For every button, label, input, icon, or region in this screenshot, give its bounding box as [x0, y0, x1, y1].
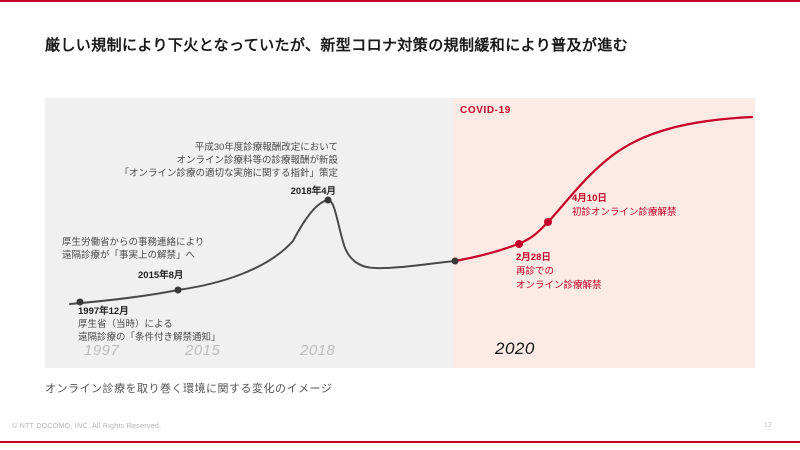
curve-covid-segment	[453, 115, 754, 263]
covid-region-label: COVID-19	[460, 105, 511, 116]
event-0228-line: 再診での	[516, 266, 555, 277]
event-2018-line: 平成30年度診療報酬改定において	[194, 142, 338, 153]
event-0228-annotation: 2月28日 再診での オンライン診療解禁	[516, 251, 602, 293]
curve-precovid-segment	[69, 199, 456, 305]
event-dot-0410	[544, 218, 552, 226]
curve-transition-dot	[451, 257, 459, 265]
event-0410-annotation: 4月10日 初診オンライン診療解禁	[572, 192, 677, 220]
x-tick-1997: 1997	[84, 342, 120, 359]
chart-region-covid	[453, 98, 755, 368]
page-number: 12	[764, 422, 772, 429]
bottom-accent-bar	[0, 441, 800, 443]
top-accent-bar	[0, 0, 800, 2]
chart-region-precovid	[45, 98, 453, 368]
event-1997-annotation: 1997年12月 厚生省（当時）による 遠隔診療の「条件付き解禁通知」	[78, 305, 221, 344]
event-0228-line: オンライン診療解禁	[516, 280, 602, 291]
event-2015-date: 2015年8月	[138, 270, 184, 281]
timeline-curve	[69, 115, 754, 306]
chart-caption: オンライン診療を取り巻く環境に関する変化のイメージ	[45, 383, 333, 395]
event-2015-line: 遠隔診療が「事実上の解禁」へ	[62, 250, 196, 261]
event-dot-0228	[515, 240, 523, 248]
event-0410-date: 4月10日	[572, 193, 607, 204]
event-2018-line: オンライン診療料等の診療報酬が新設	[176, 155, 338, 166]
event-2018-annotation: 平成30年度診療報酬改定において オンライン診療料等の診療報酬が新設 「オンライ…	[95, 141, 338, 198]
event-dot-2018	[324, 196, 332, 204]
footer-copyright: © NTT DOCOMO, INC. All Rights Reserved.	[12, 423, 162, 430]
x-tick-2015: 2015	[185, 342, 221, 359]
event-1997-line: 厚生省（当時）による	[78, 319, 173, 330]
event-2015-line: 厚生労働省からの事務連絡により	[62, 237, 205, 248]
page-title: 厳しい規制により下火となっていたが、新型コロナ対策の規制緩和により普及が進む	[45, 37, 629, 55]
event-2018-line: 「オンライン診療の適切な実施に関する指針」策定	[119, 168, 338, 179]
x-tick-2020: 2020	[495, 339, 535, 358]
event-0410-line: 初診オンライン診療解禁	[572, 207, 677, 218]
event-1997-date: 1997年12月	[78, 306, 129, 317]
event-2015-annotation: 厚生労働省からの事務連絡により 遠隔診療が「事実上の解禁」へ	[62, 236, 204, 262]
event-dot-1997	[76, 298, 84, 306]
event-2018-date: 2018年4月	[290, 186, 336, 197]
x-tick-2018: 2018	[300, 342, 336, 359]
event-dot-2015	[174, 286, 182, 294]
event-0228-date: 2月28日	[516, 252, 551, 263]
event-1997-line: 遠隔診療の「条件付き解禁通知」	[78, 332, 221, 343]
